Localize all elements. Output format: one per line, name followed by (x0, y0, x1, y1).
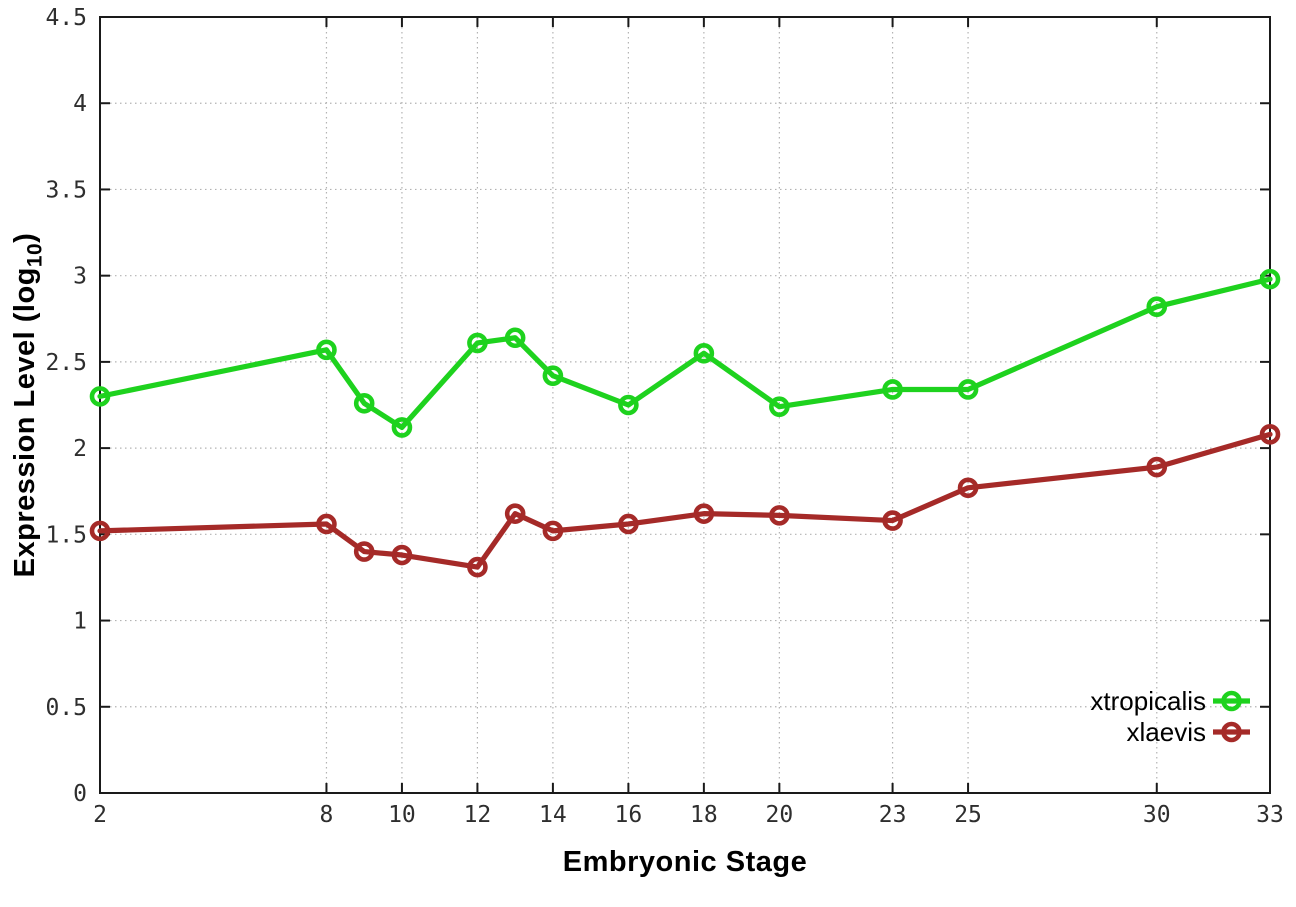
x-tick-label: 8 (320, 802, 334, 828)
legend-entry-xtropicalis: xtropicalis (1090, 686, 1250, 716)
data-point-xtropicalis (1259, 268, 1281, 290)
x-tick-label: 25 (954, 802, 982, 828)
legend-marker-sample (1221, 690, 1242, 712)
data-point-xtropicalis (353, 392, 375, 414)
x-tick-label: 14 (539, 802, 567, 828)
x-tick-label: 20 (766, 802, 794, 828)
data-point-xlaevis (391, 544, 413, 566)
legend-label-xlaevis: xlaevis (1127, 717, 1206, 747)
data-point-xtropicalis (769, 396, 790, 418)
y-tick-label: 2 (73, 436, 87, 462)
x-tick-label: 23 (879, 802, 907, 828)
x-tick-label: 33 (1256, 802, 1284, 828)
y-axis-title-close: ) (9, 232, 41, 243)
y-tick-label: 3 (73, 264, 87, 290)
y-tick-label: 2.5 (45, 350, 87, 376)
data-point-xlaevis (957, 477, 979, 499)
data-point-xlaevis (353, 541, 375, 562)
tick-labels: 2 8 10 12 14 16 18 20 23 25 30 33 0 0.5 1 1.5 2 2.5 3 3.5 4 4… (45, 5, 1283, 828)
data-point-xlaevis (693, 503, 715, 524)
y-tick-label: 3.5 (45, 177, 87, 203)
data-point-xlaevis (769, 505, 790, 526)
x-tick-label: 2 (93, 802, 107, 828)
legend-marker-sample (1221, 721, 1242, 743)
series-line-xtropicalis (97, 276, 1273, 431)
x-tick-label: 16 (615, 802, 643, 828)
series-xlaevis (89, 424, 1281, 578)
x-tick-label: 18 (690, 802, 718, 828)
y-axis-title-subscript: 10 (23, 242, 47, 268)
data-point-xtropicalis (391, 417, 413, 438)
data-point-xtropicalis (89, 386, 111, 407)
data-point-xtropicalis (504, 327, 526, 349)
data-point-xlaevis (618, 513, 639, 535)
y-tick-label: 4.5 (45, 5, 87, 31)
plot-border (99, 16, 1271, 794)
series-xtropicalis (89, 268, 1281, 438)
data-point-xlaevis (542, 520, 564, 542)
y-tick-label: 1.5 (45, 522, 87, 548)
legend-label-xtropicalis: xtropicalis (1090, 686, 1206, 716)
y-axis-title-text: Expression Level (log (9, 267, 41, 578)
y-tick-label: 1 (73, 609, 87, 635)
legend-entry-xlaevis: xlaevis (1127, 717, 1250, 747)
data-point-xlaevis (1259, 424, 1281, 445)
data-point-xlaevis (89, 520, 111, 542)
x-axis-title: Embryonic Stage (562, 846, 808, 878)
x-tick-label: 30 (1143, 802, 1171, 828)
data-point-xtropicalis (693, 342, 715, 364)
y-tick-label: 4 (73, 91, 87, 117)
data-point-xlaevis (1146, 456, 1168, 478)
data-point-xtropicalis (467, 332, 488, 354)
data-point-xlaevis (882, 510, 903, 531)
y-axis-title: Expression Level (log10) (9, 0, 46, 810)
y-tick-label: 0.5 (45, 695, 87, 721)
gridlines (100, 17, 1270, 793)
tick-marks (99, 16, 1271, 794)
data-point-xlaevis (316, 513, 337, 535)
data-point-xtropicalis (957, 379, 979, 400)
data-point-xtropicalis (316, 339, 337, 361)
x-tick-label: 12 (464, 802, 492, 828)
x-tick-label: 10 (388, 802, 416, 828)
y-tick-label: 0 (73, 781, 87, 807)
data-point-xtropicalis (542, 365, 564, 386)
data-point-xtropicalis (618, 394, 639, 416)
data-point-xlaevis (467, 556, 488, 578)
data-point-xtropicalis (882, 379, 903, 400)
data-point-xtropicalis (1146, 296, 1168, 318)
data-point-xlaevis (504, 503, 526, 524)
series-line-xlaevis (97, 431, 1273, 570)
